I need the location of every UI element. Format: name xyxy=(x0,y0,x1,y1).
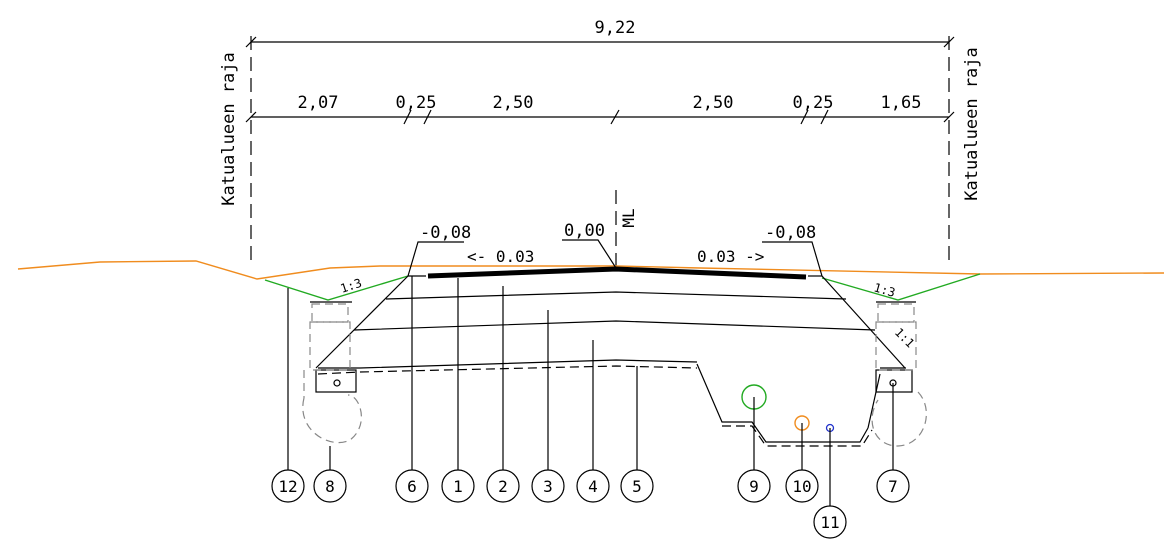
marker-12: 12 xyxy=(271,469,305,503)
drain-left xyxy=(310,301,357,393)
slope-cross-left: <- 0.03 xyxy=(467,247,534,266)
ditch-right xyxy=(821,273,981,301)
dimension-part-2: 0,25 xyxy=(396,93,437,113)
dimension-total-label: 9,22 xyxy=(595,18,636,38)
dimension-part-4: 2,50 xyxy=(693,93,734,113)
drain-right-dashed xyxy=(871,303,927,447)
dimension-parts xyxy=(245,109,955,125)
level-leaders xyxy=(407,239,823,277)
slope-cross-right: 0.03 -> xyxy=(697,247,764,266)
marker-10: 10 xyxy=(785,469,819,503)
dimension-part-5: 0,25 xyxy=(793,93,834,113)
marker-7: 7 xyxy=(876,469,910,503)
marker-1: 1 xyxy=(441,469,475,503)
marker-label: 3 xyxy=(543,477,553,496)
marker-11: 11 xyxy=(813,505,847,539)
asphalt-surface xyxy=(427,266,807,280)
marker-label: 12 xyxy=(278,477,297,496)
dimension-part-1: 2,07 xyxy=(298,93,339,113)
marker-label: 1 xyxy=(453,477,463,496)
dimension-part-3: 2,50 xyxy=(493,93,534,113)
boundary-label-left: Katualueen raja xyxy=(219,52,239,206)
level-center: 0,00 xyxy=(564,221,605,241)
marker-3: 3 xyxy=(531,469,565,503)
marker-4: 4 xyxy=(576,469,610,503)
ditch-left xyxy=(264,275,409,301)
ground-line xyxy=(17,260,1165,280)
level-right: -0,08 xyxy=(765,223,816,243)
marker-label: 10 xyxy=(792,477,811,496)
marker-5: 5 xyxy=(620,469,654,503)
boundary-lines xyxy=(250,36,950,262)
subgrade-line xyxy=(317,365,698,375)
marker-label: 2 xyxy=(498,477,508,496)
marker-label: 9 xyxy=(749,477,759,496)
marker-6: 6 xyxy=(395,469,429,503)
dimension-total xyxy=(245,36,955,48)
marker-label: 8 xyxy=(325,477,335,496)
drain-left-dashed xyxy=(302,303,362,444)
marker-leaders xyxy=(287,276,894,506)
marker-label: 7 xyxy=(888,477,898,496)
slope-right-bank: 1:1 xyxy=(892,325,917,350)
boundary-label-right: Katualueen raja xyxy=(962,47,982,201)
marker-2: 2 xyxy=(486,469,520,503)
level-left: -0,08 xyxy=(420,223,471,243)
slope-right-ditch: 1:3 xyxy=(872,280,897,299)
marker-label: 5 xyxy=(632,477,642,496)
pavement-layers xyxy=(315,275,906,369)
dimension-part-6: 1,65 xyxy=(881,93,922,113)
marker-label: 4 xyxy=(588,477,598,496)
marker-label: 11 xyxy=(820,513,839,532)
marker-9: 9 xyxy=(737,469,771,503)
slope-left-ditch: 1:3 xyxy=(339,276,364,296)
centerline-label: ML xyxy=(619,208,638,227)
marker-label: 6 xyxy=(407,477,417,496)
marker-8: 8 xyxy=(313,469,347,503)
utility-trench xyxy=(696,363,881,447)
